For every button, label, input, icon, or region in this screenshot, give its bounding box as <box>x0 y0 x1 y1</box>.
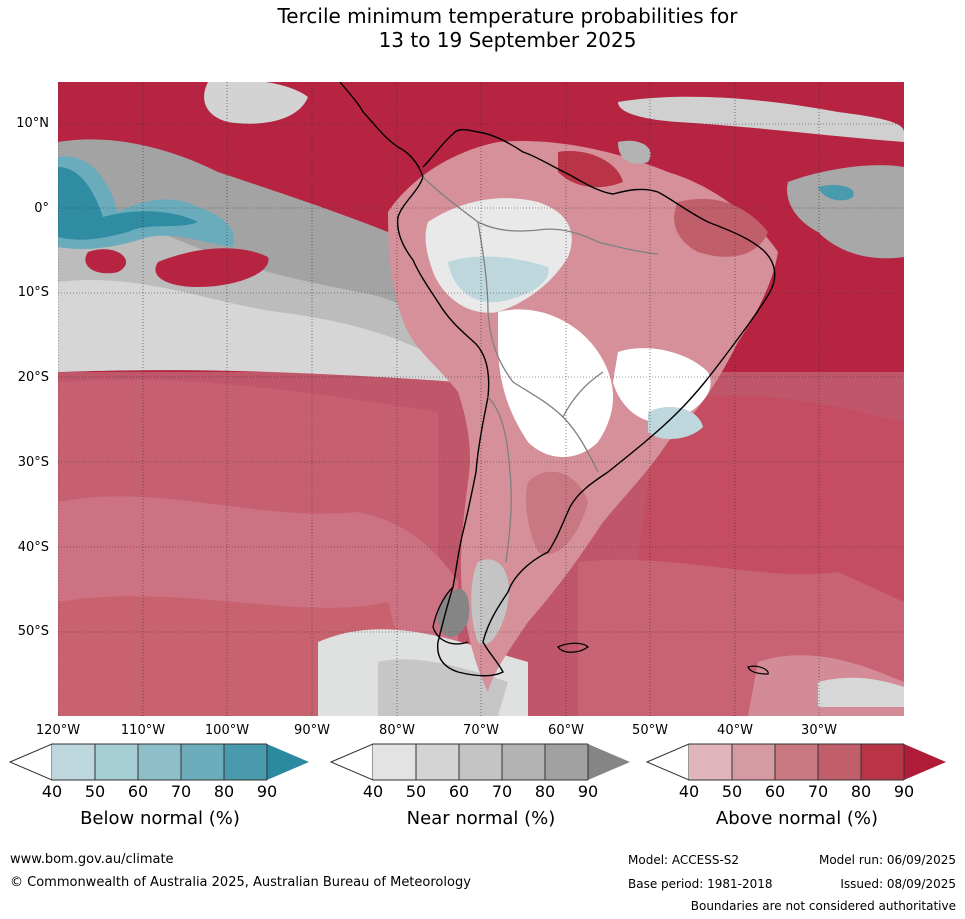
legend-above-swatch-70-80 <box>818 744 861 780</box>
legend-below-swatch-40-50 <box>52 744 95 780</box>
lat-label-10n: 10°N <box>16 116 49 131</box>
legend-tick: 70 <box>807 782 829 801</box>
footer-issued: Issued: 08/09/2025 <box>840 877 956 891</box>
legend-near-normal <box>330 743 632 781</box>
legend-tick: 60 <box>448 782 470 801</box>
footer-model: Model: ACCESS-S2 <box>628 853 740 867</box>
lon-label-90w: 90°W <box>294 723 330 738</box>
lon-label-30w: 30°W <box>801 723 837 738</box>
legend-tick: 40 <box>362 782 384 801</box>
probability-map <box>58 82 904 716</box>
lat-label-0: 0° <box>34 201 49 216</box>
legend-above-colorbar <box>646 743 946 781</box>
legend-below-swatch-90-plus <box>267 744 309 780</box>
legend-tick: 80 <box>850 782 872 801</box>
legend-above-swatch-60-70 <box>775 744 818 780</box>
legend-tick: 80 <box>213 782 235 801</box>
legend-near-swatch-60-70 <box>459 744 502 780</box>
lon-label-80w: 80°W <box>379 723 415 738</box>
legend-tick: 60 <box>127 782 149 801</box>
footer-model-run: Model run: 06/09/2025 <box>818 853 956 867</box>
legend-tick: 40 <box>41 782 63 801</box>
legend-tick: 90 <box>256 782 278 801</box>
legend-tick: 40 <box>678 782 700 801</box>
legend-near-colorbar <box>330 743 630 781</box>
legend-below-colorbar <box>9 743 309 781</box>
legend-near-swatch-70-80 <box>502 744 545 780</box>
legend-above-swatch-50-60 <box>732 744 775 780</box>
lat-label-40s: 40°S <box>17 540 49 555</box>
lon-label-100w: 100°W <box>204 723 250 738</box>
legend-tick: 70 <box>491 782 513 801</box>
legend-below-title: Below normal (%) <box>80 808 240 829</box>
lat-label-50s: 50°S <box>17 624 49 639</box>
title-line-1: Tercile minimum temperature probabilitie… <box>277 4 738 28</box>
legend-tick: 50 <box>84 782 106 801</box>
title-line-2: 13 to 19 September 2025 <box>378 28 637 52</box>
footer-copyright: © Commonwealth of Australia 2025, Austra… <box>10 875 471 890</box>
legend-below-swatch-60-70 <box>138 744 181 780</box>
legend-tick: 60 <box>764 782 786 801</box>
lon-label-110w: 110°W <box>120 723 166 738</box>
map-title: Tercile minimum temperature probabilitie… <box>25 4 965 52</box>
legend-below-normal <box>9 743 311 781</box>
legend-near-swatch-90-plus <box>588 744 630 780</box>
legend-above-swatch-40-50 <box>689 744 732 780</box>
footer-disclaimer: Boundaries are not considered authoritat… <box>690 899 956 913</box>
lon-label-70w: 70°W <box>463 723 499 738</box>
legend-near-swatch-40-50 <box>373 744 416 780</box>
lon-label-120w: 120°W <box>35 723 81 738</box>
lon-label-50w: 50°W <box>632 723 668 738</box>
legend-tick: 50 <box>405 782 427 801</box>
legend-tick: 90 <box>577 782 599 801</box>
footer-base-period: Base period: 1981-2018 <box>628 877 773 891</box>
legend-tick: 80 <box>534 782 556 801</box>
legend-below-swatch-50-60 <box>95 744 138 780</box>
legend-near-swatch-50-60 <box>416 744 459 780</box>
lat-label-20s: 20°S <box>17 370 49 385</box>
footer-url-link[interactable]: www.bom.gov.au/climate <box>10 852 174 867</box>
legend-above-title: Above normal (%) <box>715 808 879 829</box>
lat-label-30s: 30°S <box>17 455 49 470</box>
legend-below-swatch-80-90 <box>224 744 267 780</box>
legend-tick: 70 <box>170 782 192 801</box>
legend-near-swatch-80-90 <box>545 744 588 780</box>
lon-label-40w: 40°W <box>717 723 753 738</box>
legend-above-swatch-90-plus <box>904 744 946 780</box>
lon-label-60w: 60°W <box>548 723 584 738</box>
legend-above-swatch-80-90 <box>861 744 904 780</box>
legend-tick: 50 <box>721 782 743 801</box>
legend-above-normal <box>646 743 948 781</box>
lat-label-10s: 10°S <box>17 285 49 300</box>
legend-tick: 90 <box>893 782 915 801</box>
legend-near-title: Near normal (%) <box>406 808 556 829</box>
legend-below-swatch-70-80 <box>181 744 224 780</box>
